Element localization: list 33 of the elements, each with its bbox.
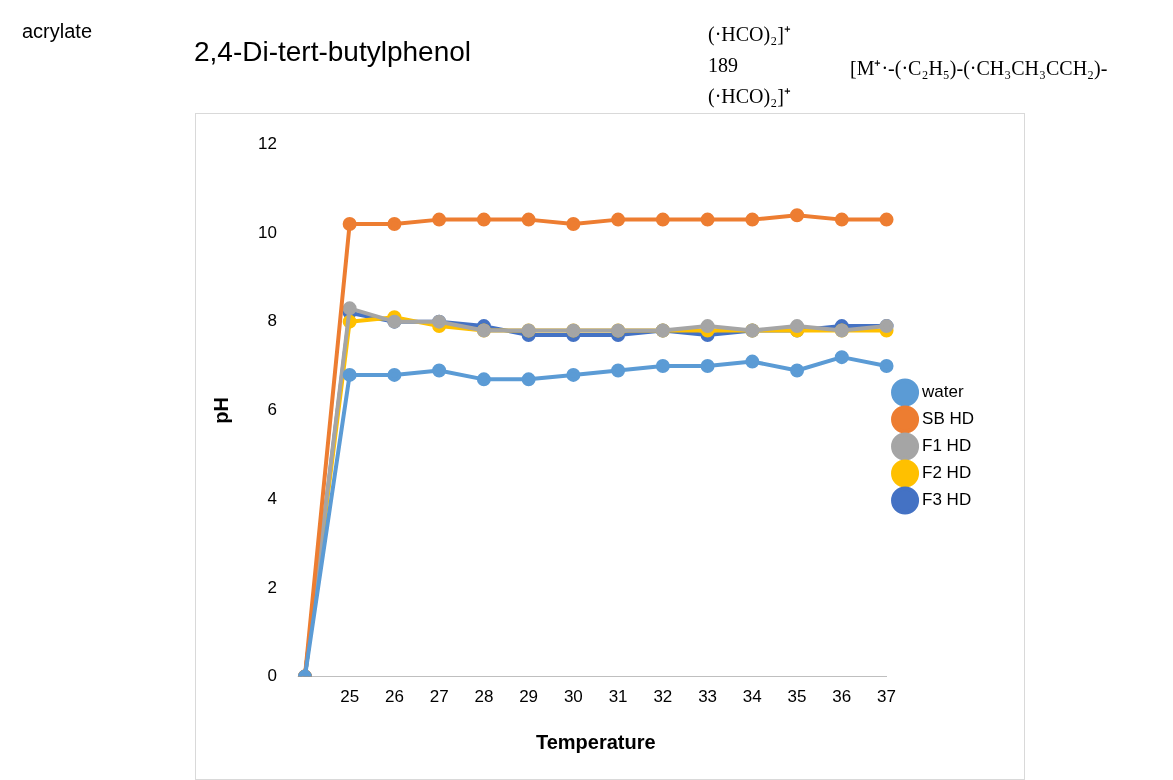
legend-label: F2 HD (922, 463, 972, 483)
y-tick-label: 10 (257, 222, 277, 242)
text: 2,4-Di-tert-butylphenol (194, 36, 472, 68)
text: (·HCO)₂]⁺ (708, 84, 791, 109)
x-tick-label: 32 (653, 687, 673, 707)
text: 189 (708, 54, 738, 77)
legend-label: SB HD (922, 409, 975, 429)
y-tick-label: 12 (257, 133, 277, 153)
y-tick-label: 2 (267, 577, 277, 597)
x-tick-label: 30 (563, 687, 583, 707)
x-tick-label: 34 (742, 687, 762, 707)
y-tick-label: 8 (267, 311, 277, 331)
y-tick-label: 6 (267, 400, 277, 420)
x-tick-label: 31 (608, 687, 628, 707)
y-tick-label: 4 (267, 488, 277, 508)
x-tick-label: 28 (474, 687, 494, 707)
x-tick-label: 37 (877, 687, 897, 707)
x-tick-label: 36 (832, 687, 852, 707)
x-tick-label: 26 (384, 687, 404, 707)
legend-label: F1 HD (922, 436, 972, 456)
legend-label: F3 HD (922, 490, 972, 510)
x-tick-label: 27 (429, 687, 449, 707)
x-tick-label: 35 (787, 687, 807, 707)
x-tick-label: 29 (519, 687, 539, 707)
y-tick-label: 0 (267, 666, 277, 686)
x-tick-label: 25 (340, 687, 360, 707)
y-axis-title: pH (209, 397, 232, 424)
x-axis-title: Temperature (535, 730, 656, 753)
text: [M⁺·-(·C₂H₅)-(·CH₃CH₃CCH₂)- (850, 56, 1108, 81)
legend-label: water (921, 382, 964, 402)
text: (·HCO)₂]⁺ (708, 22, 791, 47)
text: acrylate (22, 20, 93, 43)
x-tick-label: 33 (698, 687, 718, 707)
